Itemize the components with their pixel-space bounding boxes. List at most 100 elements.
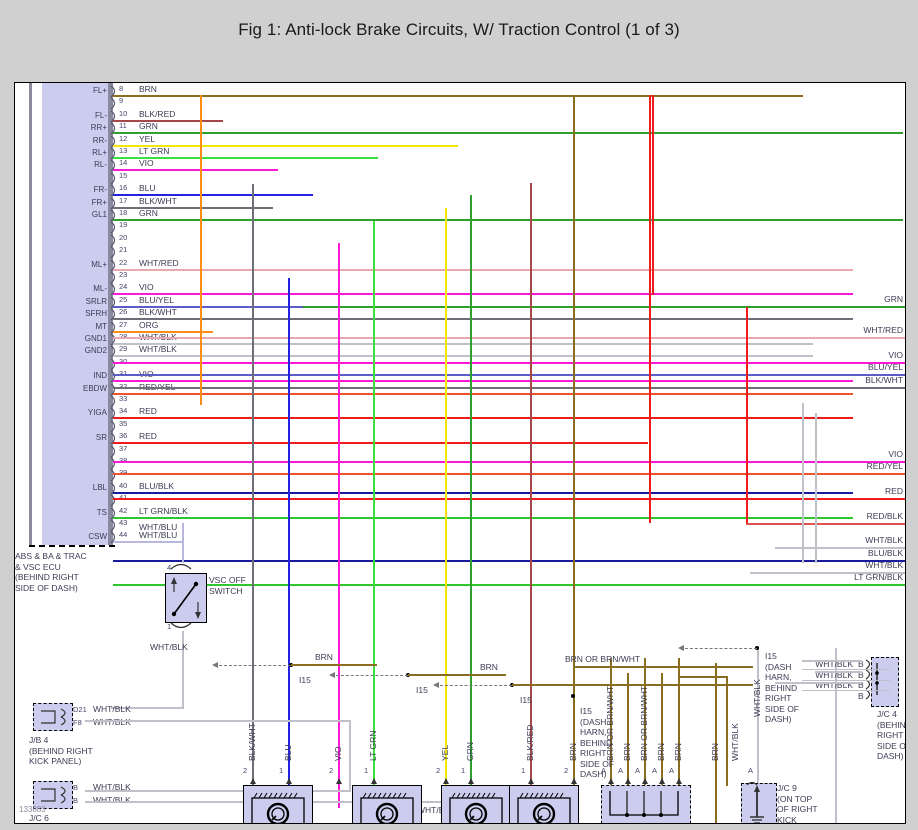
splice-wire-label-0: BRN [315,652,333,662]
wire-ebdw-right [113,473,905,475]
jb4-terminals [41,708,66,726]
trunk-wht-blk-17 [802,403,804,563]
wire-pin-28 [113,343,813,345]
right-wire-label-17: WHT/BLK [865,535,903,545]
ecu-terminal-9 [110,97,116,110]
ecu-terminal-31 [110,370,116,383]
ecu-pin-name-FL+: FL+ [92,86,107,95]
ecu-wire-label-12: YEL [139,133,156,144]
jc4-terminal-arrow-3 [658,778,665,784]
ecu-pin-number-21: 21 [119,245,128,255]
jc4-terminal-arrow-0 [607,778,614,784]
ecu-wire-label-10: BLK/RED [139,108,176,119]
sensor-terminal-arrow-2-0 [442,778,449,784]
ecu-pin-name-GL1: GL1 [91,210,107,219]
ecu-terminal-17 [110,197,116,210]
splice-wire-label-2: BRN OR BRN/WHT [565,654,641,664]
ecu-wire-label-32: RED/YEL [139,383,175,392]
g203-pin: A [748,766,754,775]
jc4-elbow-3 [775,682,862,684]
jc4-pin-number-2: A [635,766,641,775]
sensor-box-2[interactable] [441,785,511,823]
wire-jb4-f8 [85,720,351,722]
g200-wire-a-label: BRN [710,743,720,761]
sensor-box-0[interactable] [243,785,313,823]
jb4-connector-box[interactable] [33,703,73,731]
splice-label-3: I15 (DASH HARN, BEHIND RIGHT SIDE OF DAS… [580,706,615,779]
ecu-terminal-36 [110,432,116,445]
ecu-pin-number-17: 17 [119,195,128,205]
sensor-terminal-arrow-2-1 [467,778,474,784]
jc4-right-pin-1: B [858,669,864,680]
trunk-brn-fl-plus [573,95,575,808]
jc4-pin-number-3: A [652,766,658,775]
jb4-label: J/B 4 (BEHIND RIGHT KICK PANEL) [29,735,93,766]
ecu-wire-label-25: BLU/YEL [139,294,174,305]
splice-label-0: I15 [299,675,311,685]
wire-pin-10 [113,119,223,122]
abs-ecu-body [42,83,108,545]
g200-wire-b-label: WHT/BLK [730,723,740,761]
brn-bus-top [573,666,753,668]
sensor-box-1[interactable] [352,785,422,823]
jc6-label: J/C 6 (BEHIND RIGHT CENTER OF DASH) [29,813,49,823]
trunk-lt-grn-rl-plus [373,221,375,808]
jc4-right-box[interactable] [871,657,899,707]
sensor-terminal-arrow-3-1 [570,778,577,784]
jc6-connector-box[interactable] [33,781,73,809]
ecu-pin-name-GND1: GND1 [84,334,107,343]
ecu-terminal-35 [110,420,116,433]
splice-arrow-1 [329,671,335,678]
jc4-right-lead-0 [802,669,890,670]
trunk-yel-rr-minus [445,208,447,808]
right-wire-label-18: BLU/BLK [868,548,903,558]
sensor-box-3[interactable] [509,785,579,823]
ecu-pin-name-SR: SR [95,433,107,443]
vsc-switch-top-terminal [170,563,192,570]
jc4-right-label: J/C 4 (BEHIND RIGHT SIDE OF DASH) [877,709,906,761]
ecu-pin-name-TS: TS [96,507,107,517]
jc4-bottom-box[interactable] [601,785,691,823]
wire-19-right [750,572,905,574]
wire-wht-blu-to-switch [182,523,184,563]
jc4-wire-label-1: BRN [622,743,632,761]
ecu-pin-number-32: 32 [119,383,127,391]
sensor-pin-number-3-1: 2 [564,766,569,775]
ecu-pin-name-ML+: ML+ [91,259,107,269]
brn-bus-g200 [678,676,728,678]
ecu-terminal-43 [110,519,116,532]
trunk-org-mt [200,95,202,405]
right-wire-label-15: RED [885,486,903,496]
jc4-right-terminals [865,659,879,700]
vsc-switch-pin-top: 4 [167,563,172,572]
sensor-pin-number-3-0: 1 [521,766,526,775]
ecu-pin-name-RL-: RL- [94,160,107,170]
abs-ecu-label: ABS & BA & TRAC & VSC ECU (BEHIND RIGHT … [15,551,87,593]
splice-dash-1 [336,675,408,676]
ecu-wire-label-22: WHT/RED [139,257,179,268]
splice-dash-2 [440,685,512,686]
splice-wire-label-1: BRN [480,662,498,672]
ecu-pin-number-41: 41 [119,494,127,502]
wiring-diagram-canvas: ABS & BA & TRAC & VSC ECU (BEHIND RIGHT … [14,82,906,824]
right-wire-label-16: RED/BLK [866,511,903,521]
jc9-internal [746,781,764,823]
jc4-wire-label-3: BRN [656,743,666,761]
ecu-pin-name-CSW: CSW [88,532,107,542]
ecu-terminal-44 [110,531,116,544]
ecu-pin-number-38: 38 [119,457,127,465]
vsc-off-switch-box[interactable] [165,573,207,623]
sensor-pin-number-1-0: 2 [329,766,334,775]
ecu-terminal-15 [110,172,116,185]
trunk-wht-blk-g203 [757,648,759,823]
jc6-pin-1: B [73,796,79,805]
right-wire-label-10: VIO [888,350,903,360]
jc4-pin-number-1: A [618,766,624,775]
ecu-terminal-38 [110,457,116,470]
splice-arrow-4 [678,644,684,651]
ecu-pin-number-15: 15 [119,170,128,180]
jc4-right-lead-2 [802,690,890,691]
jc4-pin-number-0: A [601,766,607,775]
ecu-terminal-39 [110,469,116,482]
ecu-wire-label-40: BLU/BLK [139,480,174,491]
